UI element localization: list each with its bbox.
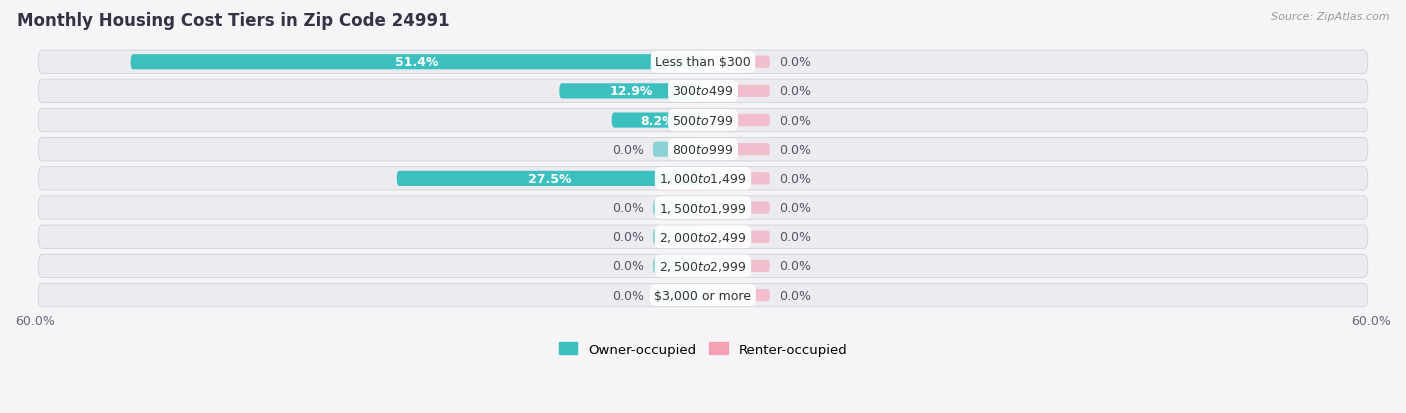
FancyBboxPatch shape: [38, 167, 1368, 190]
Text: $2,500 to $2,999: $2,500 to $2,999: [659, 259, 747, 273]
Text: 0.0%: 0.0%: [612, 143, 644, 157]
Text: Less than $300: Less than $300: [655, 56, 751, 69]
FancyBboxPatch shape: [652, 288, 703, 303]
Text: 0.0%: 0.0%: [612, 230, 644, 244]
Text: 0.0%: 0.0%: [779, 202, 811, 214]
FancyBboxPatch shape: [703, 289, 770, 301]
Text: $300 to $499: $300 to $499: [672, 85, 734, 98]
FancyBboxPatch shape: [703, 260, 770, 272]
FancyBboxPatch shape: [38, 284, 1368, 307]
Text: Monthly Housing Cost Tiers in Zip Code 24991: Monthly Housing Cost Tiers in Zip Code 2…: [17, 12, 450, 30]
FancyBboxPatch shape: [131, 55, 703, 70]
Text: 0.0%: 0.0%: [779, 143, 811, 157]
Text: 0.0%: 0.0%: [779, 56, 811, 69]
Text: 0.0%: 0.0%: [779, 114, 811, 127]
FancyBboxPatch shape: [703, 231, 770, 243]
Text: Source: ZipAtlas.com: Source: ZipAtlas.com: [1271, 12, 1389, 22]
FancyBboxPatch shape: [652, 259, 703, 274]
FancyBboxPatch shape: [38, 51, 1368, 74]
FancyBboxPatch shape: [652, 142, 703, 157]
FancyBboxPatch shape: [38, 80, 1368, 103]
Text: 0.0%: 0.0%: [612, 260, 644, 273]
FancyBboxPatch shape: [38, 109, 1368, 133]
FancyBboxPatch shape: [703, 57, 770, 69]
Text: $1,500 to $1,999: $1,500 to $1,999: [659, 201, 747, 215]
FancyBboxPatch shape: [703, 85, 770, 98]
Text: $500 to $799: $500 to $799: [672, 114, 734, 127]
FancyBboxPatch shape: [652, 200, 703, 216]
Legend: Owner-occupied, Renter-occupied: Owner-occupied, Renter-occupied: [554, 337, 852, 361]
FancyBboxPatch shape: [703, 173, 770, 185]
FancyBboxPatch shape: [38, 225, 1368, 249]
FancyBboxPatch shape: [560, 84, 703, 99]
Text: 0.0%: 0.0%: [779, 85, 811, 98]
Text: 51.4%: 51.4%: [395, 56, 439, 69]
FancyBboxPatch shape: [652, 230, 703, 244]
FancyBboxPatch shape: [38, 138, 1368, 161]
Text: 0.0%: 0.0%: [779, 289, 811, 302]
FancyBboxPatch shape: [703, 144, 770, 156]
Text: 12.9%: 12.9%: [609, 85, 652, 98]
Text: 0.0%: 0.0%: [779, 230, 811, 244]
FancyBboxPatch shape: [38, 254, 1368, 278]
Text: 0.0%: 0.0%: [779, 260, 811, 273]
Text: $3,000 or more: $3,000 or more: [655, 289, 751, 302]
FancyBboxPatch shape: [396, 171, 703, 187]
Text: $1,000 to $1,499: $1,000 to $1,499: [659, 172, 747, 186]
Text: 8.2%: 8.2%: [640, 114, 675, 127]
Text: 27.5%: 27.5%: [529, 173, 572, 185]
Text: 0.0%: 0.0%: [612, 289, 644, 302]
Text: 0.0%: 0.0%: [779, 173, 811, 185]
FancyBboxPatch shape: [612, 113, 703, 128]
FancyBboxPatch shape: [703, 115, 770, 127]
Text: $800 to $999: $800 to $999: [672, 143, 734, 157]
FancyBboxPatch shape: [38, 197, 1368, 220]
FancyBboxPatch shape: [703, 202, 770, 214]
Text: $2,000 to $2,499: $2,000 to $2,499: [659, 230, 747, 244]
Text: 0.0%: 0.0%: [612, 202, 644, 214]
